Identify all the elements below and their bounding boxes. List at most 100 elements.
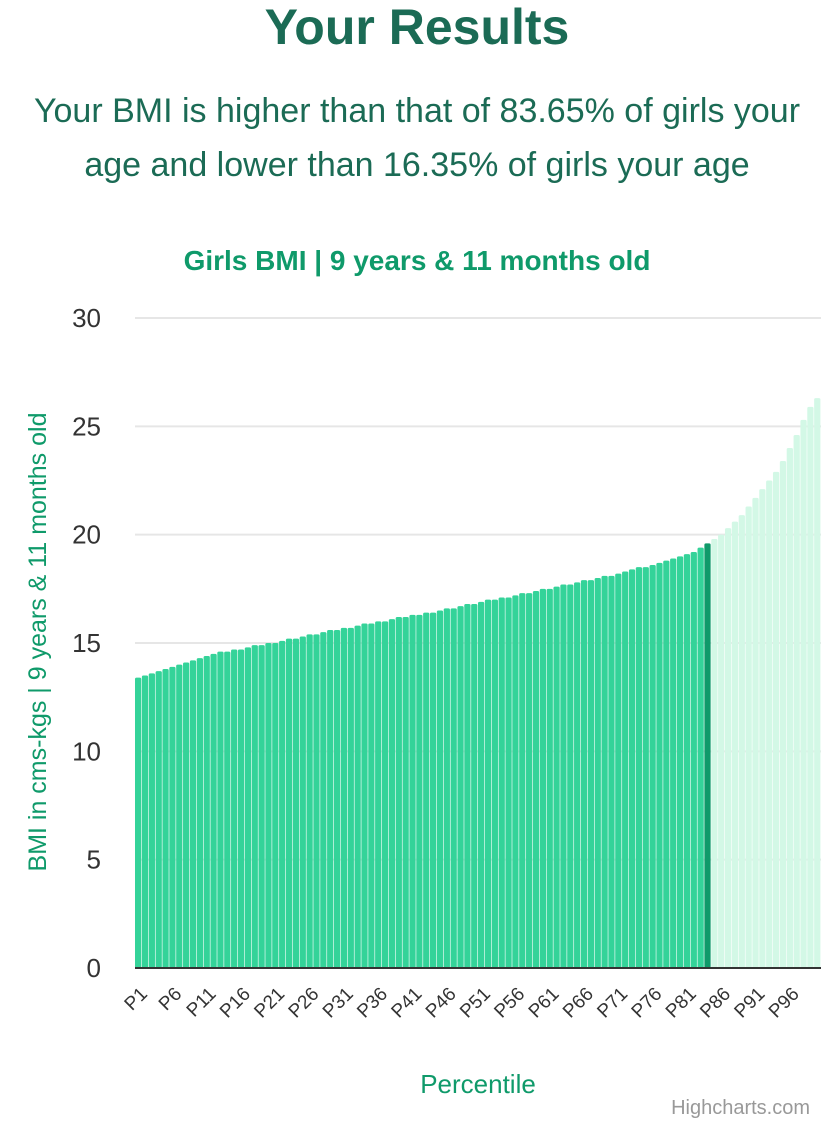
- bar-P11[interactable]: [203, 656, 210, 968]
- bar-P29[interactable]: [327, 630, 334, 968]
- bar-P80[interactable]: [676, 556, 684, 968]
- bar-P89[interactable]: [738, 515, 745, 968]
- bar-P44[interactable]: [429, 612, 437, 968]
- bar-P42[interactable]: [416, 614, 423, 968]
- bar-P73[interactable]: [628, 569, 636, 968]
- bar-P30[interactable]: [333, 630, 341, 968]
- bar-P31[interactable]: [340, 627, 348, 968]
- bar-P75[interactable]: [642, 567, 649, 968]
- bar-P98[interactable]: [800, 419, 807, 969]
- bar-P93[interactable]: [766, 480, 773, 969]
- bar-P91[interactable]: [752, 497, 759, 968]
- bar-P35[interactable]: [368, 623, 375, 969]
- bar-P24[interactable]: [292, 638, 300, 968]
- bar-P59[interactable]: [532, 591, 540, 968]
- bar-P90[interactable]: [745, 506, 752, 969]
- bar-P9[interactable]: [189, 660, 197, 968]
- bar-P43[interactable]: [423, 612, 430, 968]
- bar-P6[interactable]: [169, 666, 176, 968]
- bar-P58[interactable]: [526, 593, 533, 968]
- bar-P92[interactable]: [759, 489, 766, 968]
- bar-P21[interactable]: [272, 643, 279, 968]
- bar-P14[interactable]: [224, 651, 231, 968]
- bar-P32[interactable]: [347, 627, 354, 968]
- bar-P4[interactable]: [155, 671, 162, 968]
- bar-P46[interactable]: [443, 608, 450, 968]
- bar-P56[interactable]: [512, 595, 519, 968]
- bar-P88[interactable]: [731, 521, 739, 968]
- bar-P83[interactable]: [697, 547, 704, 968]
- bar-P86[interactable]: [718, 534, 725, 968]
- bar-P62[interactable]: [553, 586, 560, 968]
- bar-P5[interactable]: [162, 669, 169, 968]
- bar-P15[interactable]: [231, 649, 238, 969]
- bar-P23[interactable]: [285, 638, 293, 968]
- bar-P38[interactable]: [388, 619, 396, 968]
- bar-P79[interactable]: [670, 558, 677, 969]
- bar-P71[interactable]: [615, 573, 622, 968]
- bar-P16[interactable]: [237, 649, 245, 969]
- bar-P8[interactable]: [183, 662, 190, 969]
- bar-P34[interactable]: [361, 623, 368, 969]
- bar-P1[interactable]: [135, 677, 142, 968]
- bar-P49[interactable]: [464, 604, 471, 968]
- bar-P45[interactable]: [436, 610, 444, 969]
- bar-P81[interactable]: [683, 554, 691, 968]
- bar-P87[interactable]: [724, 528, 732, 968]
- bar-P19[interactable]: [258, 645, 265, 968]
- bar-P54[interactable]: [498, 597, 505, 969]
- bar-P12[interactable]: [210, 653, 217, 968]
- bar-P74[interactable]: [635, 567, 643, 968]
- bar-P63[interactable]: [560, 584, 567, 969]
- bar-P33[interactable]: [354, 625, 361, 968]
- bar-P20[interactable]: [265, 643, 272, 968]
- bar-P3[interactable]: [148, 673, 155, 968]
- bar-P52[interactable]: [484, 599, 492, 968]
- bar-P55[interactable]: [505, 597, 512, 969]
- bar-P65[interactable]: [574, 582, 581, 968]
- bar-P37[interactable]: [381, 621, 389, 968]
- bar-P41[interactable]: [409, 614, 416, 968]
- bar-P53[interactable]: [491, 599, 498, 968]
- bar-P28[interactable]: [320, 632, 327, 968]
- bar-P40[interactable]: [402, 617, 409, 968]
- bar-P96[interactable]: [786, 448, 793, 968]
- bar-P70[interactable]: [608, 575, 615, 968]
- bar-P72[interactable]: [622, 571, 629, 969]
- bar-P97[interactable]: [793, 435, 800, 968]
- bar-P66[interactable]: [580, 580, 588, 968]
- bar-P78[interactable]: [663, 560, 670, 968]
- bar-P25[interactable]: [299, 636, 306, 969]
- bar-P69[interactable]: [601, 575, 608, 968]
- bar-P48[interactable]: [457, 606, 464, 968]
- bar-P77[interactable]: [656, 562, 663, 968]
- bar-P22[interactable]: [279, 640, 286, 968]
- bar-P47[interactable]: [450, 608, 457, 968]
- bar-P100[interactable]: [814, 398, 821, 968]
- bar-P95[interactable]: [779, 461, 787, 968]
- bar-P76[interactable]: [649, 565, 656, 968]
- bar-P82[interactable]: [690, 552, 697, 968]
- bar-P50[interactable]: [471, 604, 478, 968]
- bar-current-percentile[interactable]: [704, 543, 711, 968]
- bar-P94[interactable]: [772, 471, 780, 968]
- bar-P13[interactable]: [217, 651, 224, 968]
- bar-P27[interactable]: [313, 634, 320, 968]
- bar-P36[interactable]: [375, 621, 382, 968]
- bar-P85[interactable]: [711, 539, 718, 968]
- bar-P7[interactable]: [176, 664, 183, 968]
- bar-P2[interactable]: [141, 675, 149, 969]
- bar-P60[interactable]: [539, 588, 546, 968]
- bar-P57[interactable]: [519, 593, 526, 968]
- bar-P18[interactable]: [251, 645, 258, 968]
- bar-P39[interactable]: [395, 617, 402, 968]
- bar-P67[interactable]: [587, 580, 595, 968]
- bar-P10[interactable]: [196, 658, 203, 968]
- bar-P64[interactable]: [567, 584, 574, 969]
- bar-P51[interactable]: [478, 601, 485, 968]
- highcharts-credit-link[interactable]: Highcharts.com: [671, 1097, 810, 1119]
- bar-P17[interactable]: [244, 647, 252, 968]
- bar-P26[interactable]: [306, 634, 313, 968]
- bar-P68[interactable]: [594, 578, 601, 968]
- bar-P61[interactable]: [546, 588, 553, 968]
